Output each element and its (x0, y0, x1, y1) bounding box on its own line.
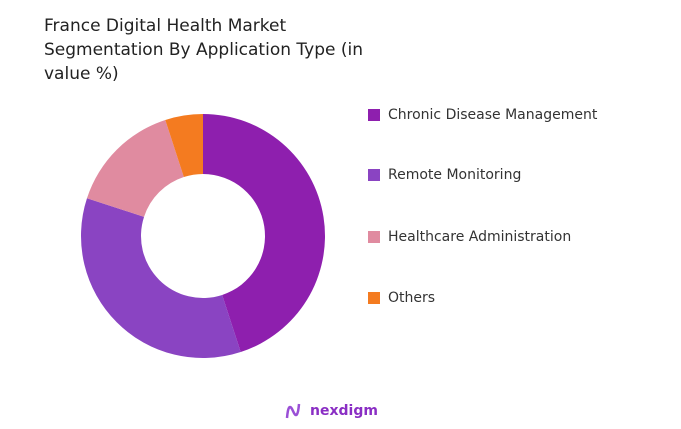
nexdigm-logo: nexdigm (284, 402, 378, 420)
legend-label: Others (388, 290, 436, 306)
legend-item: Remote Monitoring (368, 167, 521, 183)
chart-title: France Digital Health Market Segmentatio… (44, 16, 363, 84)
logo-icon (285, 403, 301, 419)
legend-item: Chronic Disease Management (368, 107, 597, 123)
legend-label: Remote Monitoring (388, 167, 522, 183)
slice-healthcare-administration (86, 119, 184, 217)
slice-others (165, 114, 203, 178)
legend-item: Others (368, 290, 435, 306)
slice-remote-monitoring (81, 198, 241, 358)
legend-label: Healthcare Administration (388, 229, 572, 245)
legend-swatch (368, 292, 380, 304)
slice-chronic-disease-management (203, 114, 325, 353)
legend-swatch (368, 109, 380, 121)
legend-swatch (368, 169, 380, 181)
brand-name: nexdigm (310, 403, 378, 419)
legend-label: Chronic Disease Management (388, 107, 598, 123)
legend-swatch (368, 231, 380, 243)
legend-item: Healthcare Administration (368, 229, 571, 245)
